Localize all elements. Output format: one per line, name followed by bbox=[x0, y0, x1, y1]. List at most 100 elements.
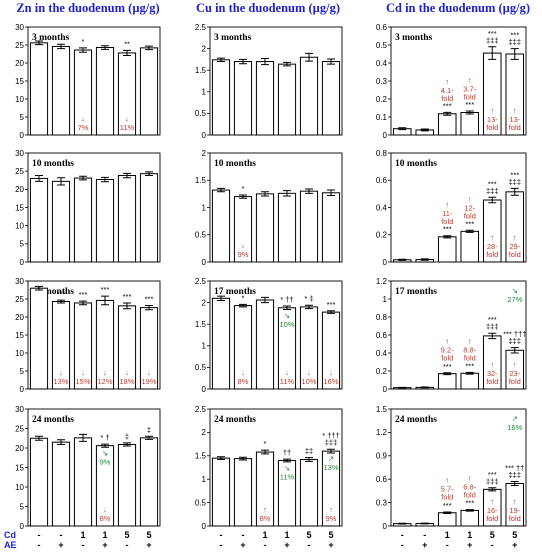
x-cd-value: 1 bbox=[445, 530, 450, 540]
y-tick-label: 15 bbox=[15, 463, 24, 472]
bar bbox=[51, 180, 71, 263]
x-ae-value: - bbox=[308, 540, 311, 550]
error-bar bbox=[217, 456, 225, 461]
error-bar bbox=[283, 61, 291, 67]
error-bar bbox=[488, 487, 497, 492]
y-tick-label: 0.5 bbox=[195, 363, 207, 372]
y-tick-label: 0 bbox=[383, 522, 388, 531]
panel-3-2: 00.511.522.517 months* * †† * ‡***↓8%↘10%↓… bbox=[195, 277, 343, 394]
plot-frame bbox=[209, 408, 343, 527]
y-tick-label: 0 bbox=[202, 131, 207, 140]
x-cd-value: 5 bbox=[512, 530, 517, 540]
significance-mark: *** bbox=[443, 501, 452, 510]
bar bbox=[29, 42, 49, 136]
error-bar bbox=[510, 187, 519, 196]
annotation-arrow: ↑ bbox=[513, 233, 517, 242]
annotation-arrow: ↓ bbox=[285, 368, 289, 377]
y-tick-label: 25 bbox=[15, 424, 24, 433]
annotation-arrow: ↑ bbox=[445, 476, 449, 485]
error-bar bbox=[123, 442, 131, 447]
annotation-text: 10% bbox=[279, 320, 294, 329]
x-ae-value: + bbox=[102, 540, 107, 550]
annotation-text: 4.1-fold bbox=[441, 86, 454, 103]
x-ae-value: + bbox=[422, 540, 427, 550]
annotation-text: 6.8-fold bbox=[463, 482, 476, 499]
panel-4-2: 00.511.522.524 months*†† ‡‡* ††† ‡‡‡↑8%↘11… bbox=[195, 405, 343, 531]
y-tick-label: 0.6 bbox=[376, 23, 388, 32]
y-tick-label: 1 bbox=[202, 88, 207, 97]
x-cd-value: - bbox=[242, 530, 245, 540]
panel-label: 3 months bbox=[214, 33, 252, 43]
annotation-text: 11% bbox=[280, 377, 295, 386]
annotation-text: 7% bbox=[78, 123, 89, 132]
annotation-text: 16% bbox=[323, 377, 338, 386]
panel-label: 10 months bbox=[214, 159, 256, 169]
bar bbox=[255, 193, 275, 263]
y-tick-label: 0.1 bbox=[376, 113, 388, 122]
significance-mark: *** bbox=[465, 100, 474, 109]
bar bbox=[29, 287, 49, 390]
x-cd-value: - bbox=[220, 530, 223, 540]
y-tick-label: 0 bbox=[20, 131, 25, 140]
error-bar bbox=[145, 171, 153, 177]
y-tick-label: 0.5 bbox=[195, 231, 207, 240]
error-bar bbox=[420, 128, 429, 132]
annotation-arrow: ↘ bbox=[512, 286, 518, 295]
y-tick-label: 0.9 bbox=[376, 452, 388, 461]
x-ae-value: - bbox=[491, 540, 494, 550]
y-tick-label: 1 bbox=[383, 295, 388, 304]
annotation-arrow: ↑ bbox=[513, 360, 517, 369]
x-cd-value: - bbox=[60, 530, 63, 540]
significance-mark: * † bbox=[100, 433, 109, 442]
panel-1-2: 0 0.5 1 1.5 2 2.5 3 months bbox=[195, 23, 343, 140]
y-tick-label: 2.5 bbox=[195, 23, 207, 32]
x-cd-value: 5 bbox=[124, 530, 129, 540]
y-tick-label: 20 bbox=[15, 444, 24, 453]
y-tick-label: 0.5 bbox=[195, 498, 207, 507]
bar bbox=[460, 509, 480, 527]
error-bar bbox=[488, 332, 497, 340]
y-tick-label: 25 bbox=[15, 41, 24, 50]
annotation-arrow: ↗ bbox=[328, 454, 334, 463]
annotation-text: 16-fold bbox=[486, 506, 498, 523]
bar bbox=[437, 113, 457, 136]
y-tick-label: 0.8 bbox=[376, 149, 388, 158]
x-ae-value: - bbox=[220, 540, 223, 550]
bar bbox=[321, 61, 341, 136]
error-bar bbox=[305, 304, 313, 310]
y-tick-label: 25 bbox=[15, 167, 24, 176]
significance-mark: * ††† ‡‡‡ bbox=[322, 431, 340, 447]
error-bar bbox=[145, 45, 153, 51]
annotation-text: 8% bbox=[260, 514, 271, 523]
annotation-text: 12-fold bbox=[464, 203, 476, 220]
annotation-text: 23-fold bbox=[509, 369, 521, 386]
annotation-arrow: ↓ bbox=[81, 114, 85, 123]
x-ae-value: + bbox=[512, 540, 517, 550]
x-ae-value: - bbox=[126, 540, 129, 550]
y-tick-label: 30 bbox=[15, 405, 24, 414]
y-tick-label: 0.5 bbox=[376, 41, 388, 50]
error-bar bbox=[261, 191, 269, 197]
error-bar bbox=[398, 522, 407, 525]
error-bar bbox=[420, 386, 429, 389]
x-cd-value: 5 bbox=[146, 530, 151, 540]
significance-mark: *** ‡‡‡ bbox=[486, 179, 499, 195]
annotation-arrow: ↑ bbox=[468, 336, 472, 345]
y-tick-label: 0.2 bbox=[376, 95, 388, 104]
error-bar bbox=[398, 386, 407, 389]
significance-mark: *** ‡‡‡ bbox=[508, 31, 521, 47]
error-bar bbox=[217, 57, 225, 63]
bar bbox=[29, 437, 49, 527]
x-cd-value: 5 bbox=[306, 530, 311, 540]
annotation-text: 3.7-fold bbox=[463, 85, 476, 102]
annotation-arrow: ↓ bbox=[147, 368, 151, 377]
significance-mark: *** bbox=[101, 285, 110, 294]
panel-label: 3 months bbox=[395, 33, 433, 43]
x-cd-value: - bbox=[38, 530, 41, 540]
annotation-text: 9% bbox=[326, 514, 337, 523]
error-bar bbox=[79, 433, 87, 442]
x-ae-value: - bbox=[264, 540, 267, 550]
annotation-text: 8.8-fold bbox=[463, 345, 476, 362]
y-tick-label: 20 bbox=[15, 185, 24, 194]
